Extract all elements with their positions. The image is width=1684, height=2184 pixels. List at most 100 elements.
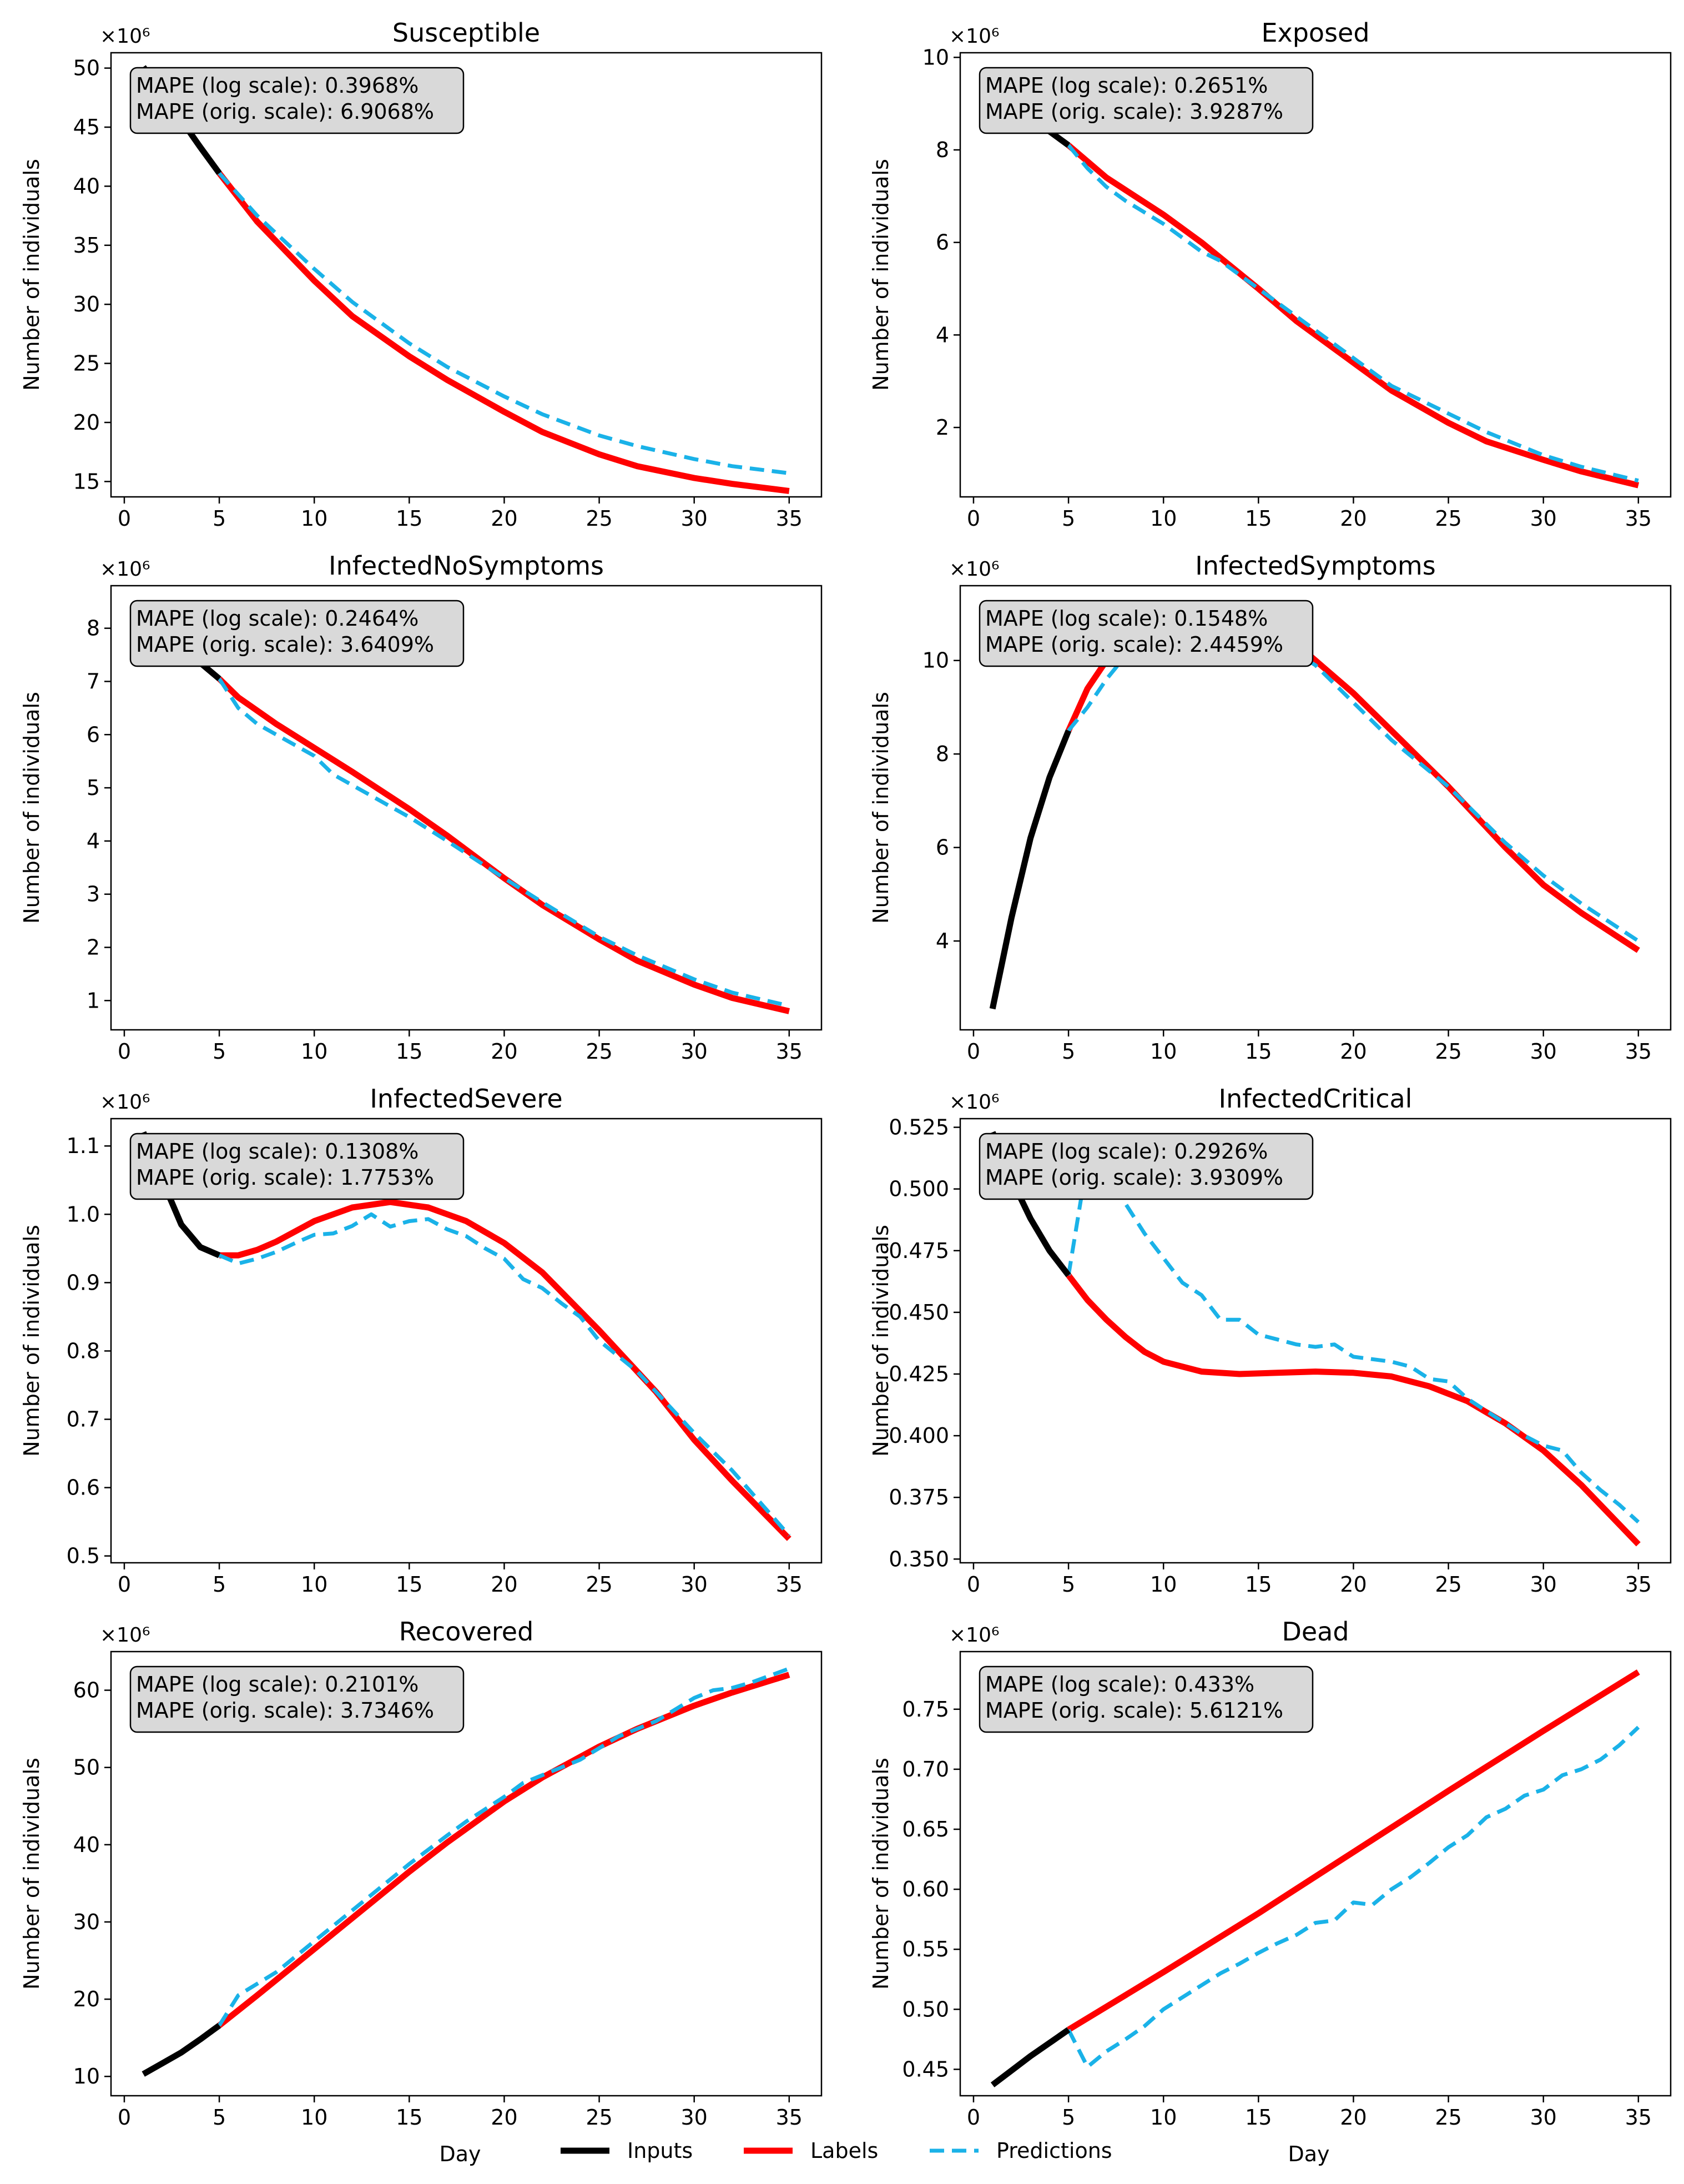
y-axis-label: Number of individuals bbox=[869, 159, 893, 391]
subplot-title: Recovered bbox=[399, 1617, 534, 1647]
y-tick-label: 0.8 bbox=[67, 1338, 100, 1363]
y-tick-label: 40 bbox=[73, 174, 100, 198]
subplot-infectednosymptoms: InfectedNoSymptoms ×10⁶ Number of individu… bbox=[19, 551, 823, 1064]
axes-frame bbox=[110, 1650, 823, 2097]
series-line-inputs bbox=[990, 2027, 1071, 2087]
y-axis-label: Number of individuals bbox=[19, 1225, 44, 1457]
y-tick-label: 4 bbox=[936, 929, 949, 953]
y-tick-label: 8 bbox=[936, 138, 949, 162]
x-axis-label-left: Day bbox=[439, 2142, 481, 2166]
metric-text: MAPE (log scale): 0.3968% bbox=[136, 73, 419, 98]
metric-text: MAPE (orig. scale): 6.9068% bbox=[136, 99, 434, 124]
x-tick-label: 35 bbox=[1625, 2105, 1652, 2130]
x-tick-label: 30 bbox=[681, 2105, 708, 2130]
x-tick-label: 25 bbox=[586, 1039, 612, 1064]
metric-text: MAPE (orig. scale): 1.7753% bbox=[136, 1165, 434, 1190]
series-line-predictions bbox=[218, 1212, 791, 1537]
y-tick-label: 25 bbox=[73, 351, 100, 376]
axes-frame bbox=[110, 585, 823, 1031]
x-tick-label: 10 bbox=[1150, 506, 1177, 531]
series-line-labels bbox=[216, 171, 790, 494]
y-tick-label: 0.55 bbox=[902, 1937, 949, 1961]
axis-multiplier: ×10⁶ bbox=[100, 558, 150, 581]
x-tick-label: 5 bbox=[213, 1572, 226, 1597]
metric-text: MAPE (orig. scale): 5.6121% bbox=[985, 1698, 1283, 1723]
x-tick-label: 10 bbox=[1150, 2105, 1177, 2130]
metrics-box bbox=[979, 1133, 1314, 1200]
y-tick-label: 2 bbox=[87, 935, 100, 959]
y-tick-label: 1.0 bbox=[67, 1202, 100, 1226]
x-tick-label: 35 bbox=[776, 2105, 803, 2130]
y-tick-label: 35 bbox=[73, 233, 100, 258]
series-line-inputs bbox=[989, 729, 1072, 1010]
x-tick-label: 5 bbox=[1062, 2105, 1075, 2130]
series-line-predictions bbox=[1067, 144, 1639, 483]
y-tick-label: 50 bbox=[73, 1755, 100, 1780]
y-tick-label: 0.9 bbox=[67, 1270, 100, 1295]
subplot-title: InfectedSevere bbox=[370, 1084, 562, 1114]
x-tick-label: 30 bbox=[681, 1039, 708, 1064]
metric-text: MAPE (log scale): 0.2101% bbox=[136, 1672, 419, 1697]
axes-frame bbox=[110, 1118, 823, 1564]
legend: Inputs Labels Predictions bbox=[561, 2138, 1112, 2163]
x-tick-label: 0 bbox=[118, 506, 131, 531]
y-tick-label: 0.375 bbox=[889, 1485, 949, 1509]
metrics-box bbox=[129, 600, 465, 667]
y-tick-label: 20 bbox=[73, 410, 100, 435]
x-tick-label: 10 bbox=[1150, 1039, 1177, 1064]
metric-text: MAPE (log scale): 0.2926% bbox=[985, 1139, 1268, 1164]
y-tick-label: 40 bbox=[73, 1833, 100, 1857]
subplots-grid: Susceptible ×10⁶ Number of individuals 0 5 10… bbox=[19, 18, 1672, 2130]
x-tick-label: 35 bbox=[776, 1572, 803, 1597]
y-tick-label: 60 bbox=[73, 1678, 100, 1703]
x-tick-label: 25 bbox=[586, 1572, 612, 1597]
x-tick-label: 5 bbox=[213, 2105, 226, 2130]
series-line-predictions bbox=[218, 1667, 790, 2027]
y-tick-label: 5 bbox=[87, 776, 100, 800]
series-line-labels bbox=[217, 676, 790, 1014]
x-tick-label: 5 bbox=[213, 506, 226, 531]
axis-multiplier: ×10⁶ bbox=[949, 558, 999, 581]
metric-text: MAPE (log scale): 0.433% bbox=[985, 1672, 1254, 1697]
y-tick-label: 0.70 bbox=[902, 1757, 949, 1782]
metric-text: MAPE (orig. scale): 3.7346% bbox=[136, 1698, 434, 1723]
metric-text: MAPE (orig. scale): 2.4459% bbox=[985, 632, 1283, 657]
x-tick-label: 25 bbox=[1435, 1039, 1461, 1064]
y-tick-label: 0.500 bbox=[889, 1177, 949, 1201]
subplot-susceptible: Susceptible ×10⁶ Number of individuals 0 5 10… bbox=[19, 18, 823, 531]
axis-multiplier: ×10⁶ bbox=[949, 1091, 999, 1114]
x-tick-label: 15 bbox=[396, 2105, 422, 2130]
series-line-predictions bbox=[218, 677, 790, 1008]
subplot-infectedsevere: InfectedSevere ×10⁶ Number of individuals 0… bbox=[19, 1084, 823, 1597]
y-tick-label: 0.60 bbox=[902, 1877, 949, 1901]
x-tick-label: 5 bbox=[1062, 506, 1075, 531]
y-tick-label: 4 bbox=[87, 829, 100, 853]
y-axis-label: Number of individuals bbox=[19, 1758, 44, 1990]
subplot-title: InfectedCritical bbox=[1219, 1084, 1413, 1114]
y-tick-label: 15 bbox=[73, 469, 100, 494]
x-tick-label: 20 bbox=[1340, 2105, 1367, 2130]
metrics-box bbox=[129, 67, 465, 134]
y-tick-label: 0.400 bbox=[889, 1423, 949, 1448]
series-line-inputs bbox=[142, 2022, 221, 2077]
x-tick-label: 15 bbox=[396, 1039, 422, 1064]
x-tick-label: 10 bbox=[1150, 1572, 1177, 1597]
y-tick-label: 7 bbox=[87, 669, 100, 693]
x-tick-label: 20 bbox=[491, 1572, 517, 1597]
x-tick-label: 15 bbox=[396, 1572, 422, 1597]
y-tick-label: 2 bbox=[936, 415, 949, 440]
series-line-predictions bbox=[218, 172, 790, 475]
x-tick-label: 5 bbox=[1062, 1039, 1075, 1064]
series-line-predictions bbox=[1066, 1157, 1640, 1524]
y-tick-label: 20 bbox=[73, 1987, 100, 2011]
series-line-labels bbox=[1066, 1273, 1641, 1547]
axis-multiplier: ×10⁶ bbox=[100, 1624, 150, 1647]
subplot-title: Susceptible bbox=[392, 18, 540, 48]
y-tick-label: 0.475 bbox=[889, 1239, 949, 1263]
x-tick-label: 10 bbox=[301, 1572, 327, 1597]
y-tick-label: 0.425 bbox=[889, 1362, 949, 1386]
x-tick-label: 0 bbox=[118, 1039, 131, 1064]
y-tick-label: 30 bbox=[73, 292, 100, 316]
x-tick-label: 25 bbox=[586, 2105, 612, 2130]
x-tick-label: 35 bbox=[776, 506, 803, 531]
